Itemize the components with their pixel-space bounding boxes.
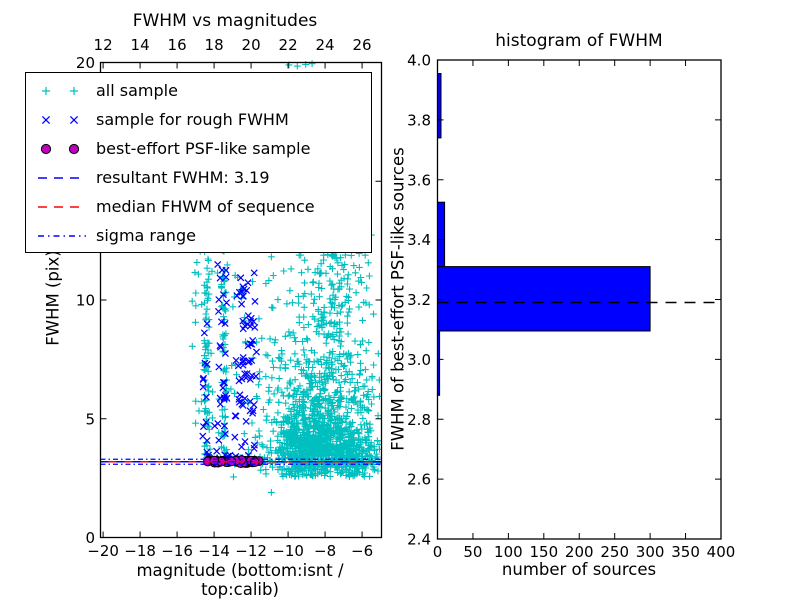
tick-label: 300 xyxy=(636,543,665,561)
legend-entry-psf-sample: best-effort PSF-like sample xyxy=(32,134,371,163)
tick-label: −18 xyxy=(124,542,156,560)
tick-label: 3.8 xyxy=(407,111,431,129)
tick-label: 350 xyxy=(671,543,700,561)
right-plot-title: histogram of FWHM xyxy=(495,31,663,51)
tick-label: 2.6 xyxy=(407,471,431,489)
histogram-bar xyxy=(437,266,651,332)
right-yaxis-label: FWHM of best-effort PSF-like sources xyxy=(388,147,408,451)
legend-label: sample for rough FWHM xyxy=(96,110,289,129)
x-marker-icon xyxy=(41,115,79,124)
right-xaxis-label: number of sources xyxy=(501,560,657,579)
tick-label: −12 xyxy=(235,542,267,560)
left-plot-title: FWHM vs magnitudes xyxy=(132,11,318,31)
circle-marker-icon xyxy=(40,143,80,154)
tick-label: 50 xyxy=(463,543,482,561)
left-plot-data xyxy=(100,129,382,481)
legend-label: all sample xyxy=(96,81,178,100)
histogram-bars xyxy=(437,73,651,396)
tick-label: 3.2 xyxy=(407,291,431,309)
legend-entry-rough-fwhm: sample for rough FWHM xyxy=(32,105,371,134)
tick-label: 14 xyxy=(131,36,150,54)
dashed-line-icon xyxy=(38,205,86,208)
tick-label: −16 xyxy=(161,542,193,560)
tick-label: −14 xyxy=(198,542,230,560)
histogram-bar xyxy=(437,201,446,268)
tick-label: −8 xyxy=(314,542,336,560)
tick-label: −20 xyxy=(87,542,119,560)
left-xaxis-label: magnitude (bottom:isnt / top:calib) xyxy=(136,561,344,599)
tick-label: 3.4 xyxy=(407,231,431,249)
tick-label: 2.8 xyxy=(407,411,431,429)
tick-label: 250 xyxy=(600,543,629,561)
tick-label: 20 xyxy=(76,54,95,72)
tick-label: −6 xyxy=(351,542,373,560)
plus-marker-icon xyxy=(42,86,78,95)
legend-entry-resultant-fwhm: resultant FWHM: 3.19 xyxy=(32,163,371,192)
tick-label: 20 xyxy=(242,36,261,54)
tick-label: 3.0 xyxy=(407,351,431,369)
tick-label: 100 xyxy=(494,543,523,561)
all-sample-edge-markers xyxy=(230,60,316,496)
tick-label: 5 xyxy=(85,410,95,428)
all-sample-markers xyxy=(188,129,382,481)
tick-label: 0 xyxy=(433,543,443,561)
legend-label: resultant FWHM: 3.19 xyxy=(96,168,270,187)
tick-label: −10 xyxy=(272,542,304,560)
tick-label: 22 xyxy=(279,36,298,54)
legend-entry-median-fwhm: median FHWM of sequence xyxy=(32,192,371,221)
tick-label: 200 xyxy=(565,543,594,561)
legend-label: sigma range xyxy=(96,226,196,245)
tick-label: 400 xyxy=(707,543,736,561)
dashdot-line-icon xyxy=(38,234,86,237)
tick-label: 12 xyxy=(94,36,113,54)
tick-label: 16 xyxy=(168,36,187,54)
tick-label: 3.6 xyxy=(407,171,431,189)
tick-label: 18 xyxy=(205,36,224,54)
legend-label: median FHWM of sequence xyxy=(96,197,315,216)
legend-entry-sigma-range: sigma range xyxy=(32,221,371,250)
legend-entry-all-sample: all sample xyxy=(32,76,371,105)
left-plot-axes: −20 12 −18 14 −16 16 −14 18 −12 20 −10 22 −8 24 −6 26 0 5… xyxy=(76,36,382,560)
tick-label: 0 xyxy=(85,529,95,547)
tick-label: 4.0 xyxy=(407,52,431,70)
tick-label: 2.4 xyxy=(407,531,431,549)
tick-label: 24 xyxy=(316,36,335,54)
left-yaxis-label: FWHM (pix) xyxy=(43,250,63,346)
tick-label: 26 xyxy=(353,36,372,54)
dashed-line-icon xyxy=(38,176,86,179)
legend-label: best-effort PSF-like sample xyxy=(96,139,311,158)
tick-label: 150 xyxy=(529,543,558,561)
legend-box: all sample sample for rough FWHM best-ef… xyxy=(25,72,372,253)
right-plot-axes: 0 50 100 150 200 250 300 350 400 2.4 2.6 2.8 3.0 3.2 3… xyxy=(407,52,735,562)
tick-label: 10 xyxy=(76,292,95,310)
